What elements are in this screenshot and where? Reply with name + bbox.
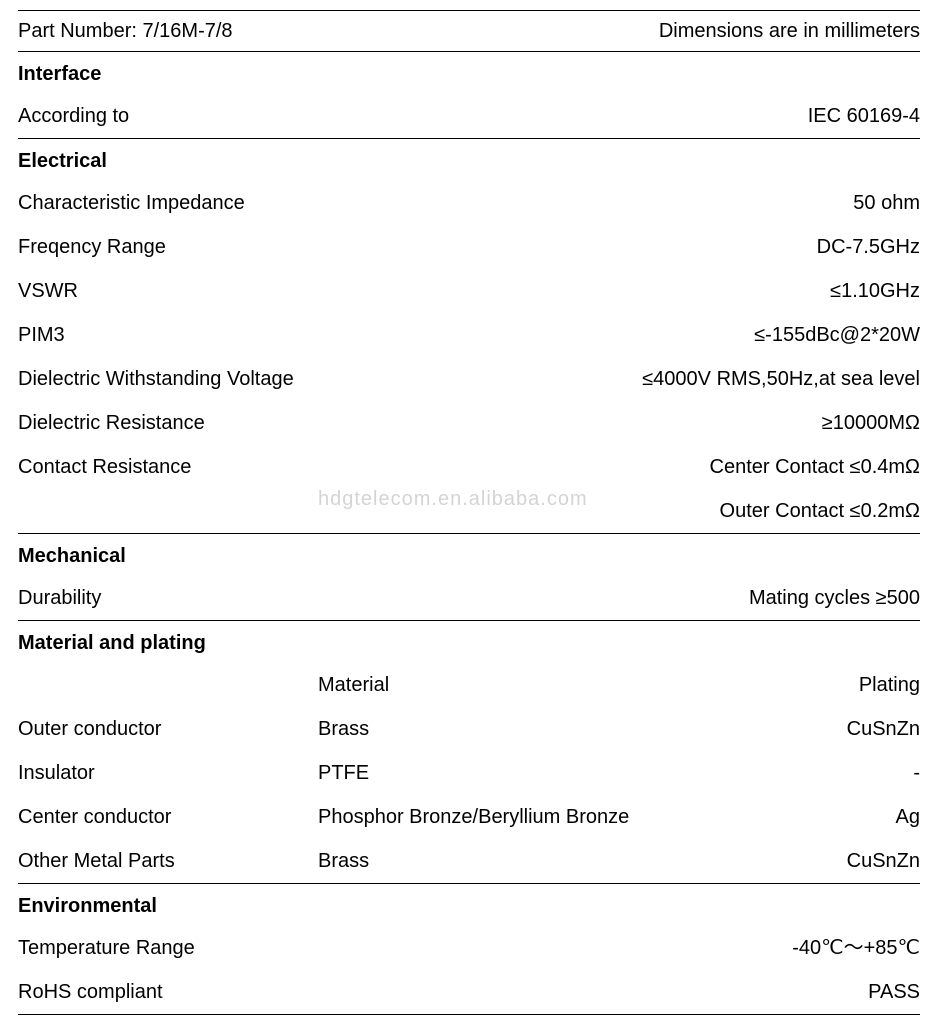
spec-value: ≤1.10GHz: [830, 277, 920, 305]
spec-value: Center Contact ≤0.4mΩ: [710, 453, 920, 481]
dimensions-note: Dimensions are in millimeters: [659, 17, 920, 45]
material-header-row: Material Plating: [18, 663, 920, 707]
section-interface-title: Interface: [18, 52, 920, 94]
spec-label: Dielectric Resistance: [18, 409, 205, 437]
electrical-row: Dielectric Withstanding Voltage ≤4000V R…: [18, 357, 920, 401]
plating-value: Ag: [760, 803, 920, 831]
section-electrical-title: Electrical: [18, 139, 920, 181]
spec-label: Dielectric Withstanding Voltage: [18, 365, 294, 393]
plating-value: -: [760, 759, 920, 787]
material-row: Other Metal Parts Brass CuSnZn: [18, 839, 920, 883]
spec-label: VSWR: [18, 277, 78, 305]
section-mechanical-title: Mechanical: [18, 534, 920, 576]
spec-label: Freqency Range: [18, 233, 166, 261]
spec-value: Mating cycles ≥500: [749, 584, 920, 612]
interface-value: IEC 60169-4: [808, 102, 920, 130]
header-row: Part Number: 7/16M-7/8 Dimensions are in…: [18, 10, 920, 52]
col-header: Material: [318, 671, 760, 699]
spec-label: Characteristic Impedance: [18, 189, 245, 217]
electrical-row: Contact Resistance Center Contact ≤0.4mΩ: [18, 445, 920, 489]
spec-label: Contact Resistance: [18, 453, 191, 481]
electrical-row: PIM3 ≤-155dBc@2*20W: [18, 313, 920, 357]
mechanical-row: Durability Mating cycles ≥500: [18, 576, 920, 620]
electrical-row: Characteristic Impedance 50 ohm: [18, 181, 920, 225]
electrical-row: Dielectric Resistance ≥10000MΩ: [18, 401, 920, 445]
spec-label: Temperature Range: [18, 934, 195, 962]
part-number: Part Number: 7/16M-7/8: [18, 17, 233, 45]
material-value: Brass: [318, 715, 760, 743]
interface-label: According to: [18, 102, 129, 130]
material-value: PTFE: [318, 759, 760, 787]
spec-value: ≤4000V RMS,50Hz,at sea level: [642, 365, 920, 393]
material-name: Center conductor: [18, 803, 318, 831]
electrical-row: Freqency Range DC-7.5GHz: [18, 225, 920, 269]
electrical-row: hdgtelecom.en.alibaba.com Outer Contact …: [18, 489, 920, 533]
electrical-row: VSWR ≤1.10GHz: [18, 269, 920, 313]
spec-label: PIM3: [18, 321, 65, 349]
material-name: Insulator: [18, 759, 318, 787]
spec-label: Durability: [18, 584, 101, 612]
environmental-row: Temperature Range -40℃～+85℃: [18, 926, 920, 970]
watermark: hdgtelecom.en.alibaba.com: [318, 485, 588, 513]
material-name: Other Metal Parts: [18, 847, 318, 875]
spec-value: PASS: [868, 978, 920, 1006]
material-row: Outer conductor Brass CuSnZn: [18, 707, 920, 751]
divider: [18, 1014, 920, 1015]
plating-value: CuSnZn: [760, 715, 920, 743]
material-value: Brass: [318, 847, 760, 875]
material-row: Insulator PTFE -: [18, 751, 920, 795]
material-name: Outer conductor: [18, 715, 318, 743]
spec-label: RoHS compliant: [18, 978, 163, 1006]
spec-value: DC-7.5GHz: [817, 233, 920, 261]
section-environmental-title: Environmental: [18, 884, 920, 926]
material-row: Center conductor Phosphor Bronze/Berylli…: [18, 795, 920, 839]
spec-value: 50 ohm: [853, 189, 920, 217]
spec-value: ≥10000MΩ: [822, 409, 920, 437]
spec-value: ≤-155dBc@2*20W: [754, 321, 920, 349]
plating-value: CuSnZn: [760, 847, 920, 875]
material-value: Phosphor Bronze/Beryllium Bronze: [318, 803, 760, 831]
spec-value: -40℃～+85℃: [792, 934, 920, 962]
col-header: [18, 671, 318, 699]
environmental-row: RoHS compliant PASS: [18, 970, 920, 1014]
spec-value: Outer Contact ≤0.2mΩ: [720, 497, 920, 525]
col-header: Plating: [760, 671, 920, 699]
section-material-title: Material and plating: [18, 621, 920, 663]
interface-row: According to IEC 60169-4: [18, 94, 920, 138]
